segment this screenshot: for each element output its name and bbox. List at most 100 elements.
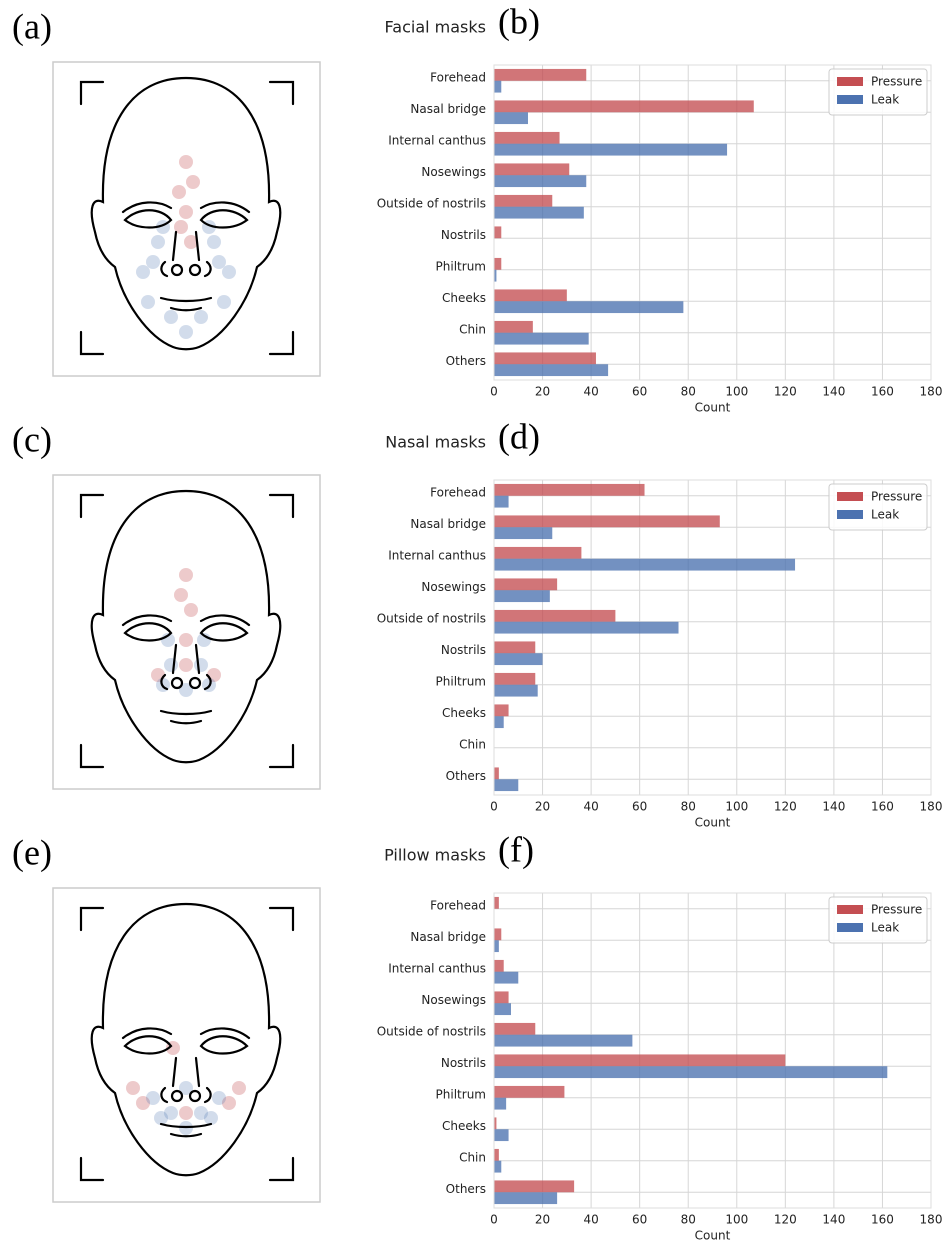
legend: PressureLeak <box>829 69 927 115</box>
bar <box>494 1023 535 1035</box>
nostril <box>172 678 182 688</box>
y-tick-label: Others <box>446 354 486 368</box>
bar <box>494 653 543 665</box>
x-axis-label: Count <box>695 1229 731 1243</box>
y-tick-label: Forehead <box>430 485 486 499</box>
y-tick-label: Forehead <box>430 898 486 912</box>
eyes <box>123 1028 249 1053</box>
heat-dot <box>212 255 226 269</box>
bar <box>494 960 504 972</box>
bar <box>494 333 589 345</box>
bar <box>494 928 501 940</box>
chart-title: Pillow masks <box>384 846 486 865</box>
face-panel <box>53 888 320 1202</box>
nostril <box>190 265 200 275</box>
x-tick-label: 0 <box>490 385 498 399</box>
x-tick-label: 80 <box>681 800 696 814</box>
nostril <box>190 678 200 688</box>
panel-label: (a) <box>12 6 52 46</box>
bar <box>494 610 615 622</box>
heat-dot <box>179 325 193 339</box>
bar <box>494 972 518 984</box>
y-tick-label: Philtrum <box>436 259 486 273</box>
head-outline <box>92 491 281 762</box>
bar <box>494 1098 506 1110</box>
x-tick-label: 180 <box>920 1213 943 1227</box>
legend-label: Leak <box>871 508 899 522</box>
bar <box>494 226 501 238</box>
heat-dot <box>141 295 155 309</box>
bar <box>494 1035 632 1047</box>
y-tick-label: Nasal bridge <box>410 930 486 944</box>
y-tick-label: Nostrils <box>441 228 486 242</box>
y-tick-label: Cheeks <box>442 706 486 720</box>
y-tick-label: Philtrum <box>436 674 486 688</box>
x-tick-label: 60 <box>632 1213 647 1227</box>
x-tick-label: 40 <box>583 1213 598 1227</box>
legend-label: Pressure <box>871 903 922 917</box>
x-tick-label: 160 <box>871 800 894 814</box>
bar <box>494 175 586 187</box>
heat-dot <box>194 658 208 672</box>
nostril <box>172 265 182 275</box>
y-tick-label: Outside of nostrils <box>377 196 486 210</box>
bar <box>494 515 720 527</box>
heat-dot <box>207 235 221 249</box>
panel-label: (f) <box>498 829 534 869</box>
bar <box>494 590 550 602</box>
y-tick-label: Internal canthus <box>388 961 486 975</box>
bar <box>494 289 567 301</box>
y-tick-label: Nasal bridge <box>410 517 486 531</box>
x-tick-label: 80 <box>681 1213 696 1227</box>
bar <box>494 1066 887 1078</box>
chart-title: Facial masks <box>385 18 486 37</box>
bar <box>494 1192 557 1204</box>
bar <box>494 321 533 333</box>
y-tick-label: Nostrils <box>441 1056 486 1070</box>
x-tick-label: 180 <box>920 800 943 814</box>
x-tick-label: 140 <box>822 385 845 399</box>
x-tick-label: 20 <box>535 1213 550 1227</box>
y-tick-label: Chin <box>459 322 486 336</box>
heat-dot <box>172 185 186 199</box>
bar <box>494 144 727 156</box>
x-tick-label: 160 <box>871 385 894 399</box>
bar <box>494 301 683 313</box>
x-tick-label: 20 <box>535 385 550 399</box>
legend-swatch <box>837 510 863 519</box>
bar <box>494 132 560 144</box>
bar <box>494 767 499 779</box>
y-tick-label: Nasal bridge <box>410 102 486 116</box>
heat-dot <box>184 603 198 617</box>
bar <box>494 1129 509 1141</box>
x-tick-label: 60 <box>632 800 647 814</box>
heat-dot <box>151 235 165 249</box>
bar <box>494 685 538 697</box>
legend-label: Leak <box>871 93 899 107</box>
x-tick-label: 40 <box>583 385 598 399</box>
x-tick-label: 100 <box>725 1213 748 1227</box>
heat-dot <box>136 265 150 279</box>
nostril <box>172 1091 182 1101</box>
bar <box>494 622 679 634</box>
face-panel <box>53 62 320 376</box>
bar <box>494 716 504 728</box>
bar <box>494 578 557 590</box>
legend-swatch <box>837 95 863 104</box>
bar <box>494 258 501 270</box>
panel-label: (c) <box>12 419 52 459</box>
heat-dot <box>222 265 236 279</box>
chart-title: Nasal masks <box>385 433 486 452</box>
panel-label: (b) <box>498 1 540 41</box>
bar <box>494 352 596 364</box>
bar <box>494 1180 574 1192</box>
bar <box>494 1054 785 1066</box>
y-tick-label: Nosewings <box>421 165 486 179</box>
heat-dot <box>179 1106 193 1120</box>
bar <box>494 1149 499 1161</box>
bar <box>494 112 528 124</box>
nostril <box>190 1091 200 1101</box>
y-tick-label: Internal canthus <box>388 133 486 147</box>
panel-label: (e) <box>12 832 52 872</box>
